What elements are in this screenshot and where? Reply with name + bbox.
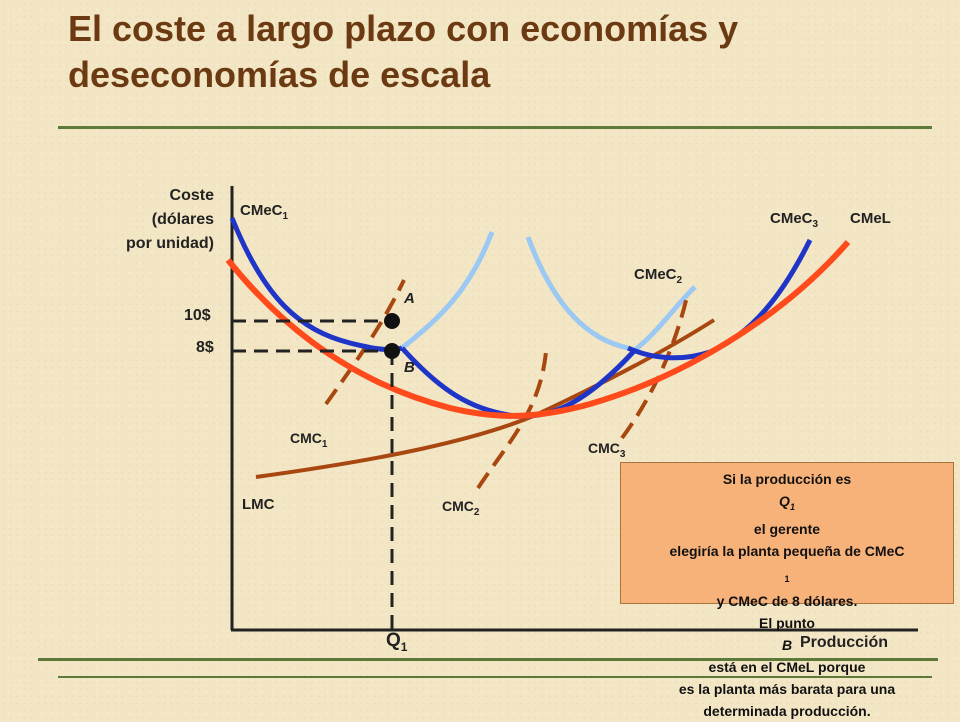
point-b-dot xyxy=(384,343,400,359)
x-axis-label: Producción xyxy=(800,634,889,651)
cmc2-curve xyxy=(476,351,548,490)
cmec2-rising-branch xyxy=(633,285,697,352)
y-axis-label: Coste (dólares por unidad) xyxy=(96,184,214,256)
y-axis-label-line-2: (dólares xyxy=(151,211,214,228)
explanation-note: Si la producción es Q1 el gerente elegir… xyxy=(620,462,954,719)
note-line-2: elegiría la planta pequeña de CMeC 1 xyxy=(669,542,905,584)
y-axis-label-line-1: Coste xyxy=(169,187,214,204)
q1-label: Q1 xyxy=(386,630,408,654)
page-title: El coste a largo plazo con economías y d… xyxy=(68,8,739,95)
bottom-divider-bottom xyxy=(58,676,932,678)
note-line-1: Si la producción es Q1 el gerente xyxy=(722,471,852,537)
cmec3-label: CMeC3 xyxy=(770,210,819,230)
cmel-label: CMeL xyxy=(850,210,891,227)
point-a-label: A xyxy=(404,290,415,307)
cmec1-rising-branch xyxy=(400,231,495,350)
cmc3-curve xyxy=(620,291,690,440)
price-8-label: 8$ xyxy=(196,339,214,356)
point-a-dot xyxy=(384,313,400,329)
cmec2-label: CMeC2 xyxy=(634,266,683,286)
cmec1-dark-curve xyxy=(229,217,403,353)
cmec3-dark-curve xyxy=(626,238,813,361)
y-axis-label-line-3: por unidad) xyxy=(126,235,214,252)
price-10-label: 10$ xyxy=(184,307,211,324)
note-line-6: determinada producción. xyxy=(703,702,871,719)
title-divider-top xyxy=(58,126,932,129)
note-line-5: es la planta más barata para una xyxy=(678,680,896,697)
cmel-curve xyxy=(225,240,851,419)
cmc1-label: CMC1 xyxy=(290,430,328,450)
cmec1-label: CMeC1 xyxy=(240,202,289,222)
cmec2-falling-branch xyxy=(525,236,629,351)
note-line-4: El punto B está en el CMeL porque xyxy=(708,614,866,675)
lmc-label: LMC xyxy=(242,496,275,513)
point-b-label: B xyxy=(404,359,415,376)
note-line-3: y CMeC de 8 dólares. xyxy=(716,592,858,609)
bottom-divider-top xyxy=(38,658,938,661)
cmc3-label: CMC3 xyxy=(588,440,626,460)
cmc2-label: CMC2 xyxy=(442,498,480,518)
